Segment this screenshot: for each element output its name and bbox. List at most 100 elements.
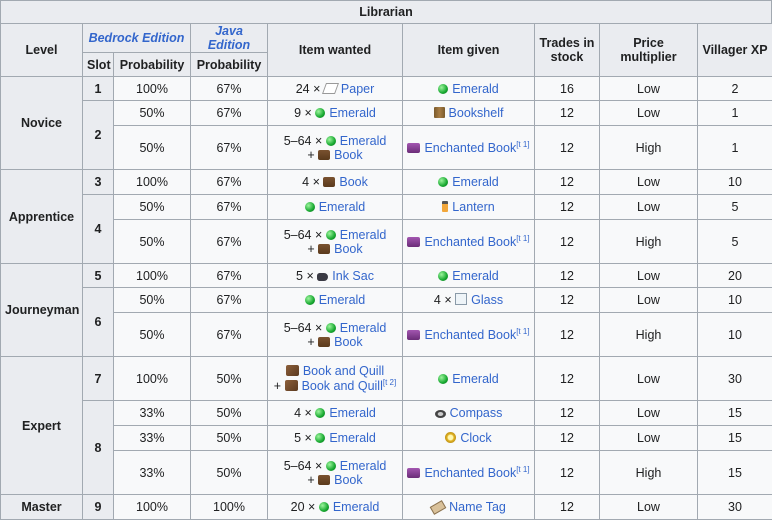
emerald-icon: [325, 322, 336, 333]
level-header: Level: [0, 23, 83, 77]
item-link[interactable]: Emerald: [452, 81, 499, 96]
java-edition-link[interactable]: Java Edition: [190, 23, 268, 53]
item-wanted-cell: Emerald: [267, 287, 403, 313]
item-link[interactable]: Book: [334, 334, 363, 349]
java-prob-cell: 67%: [190, 169, 268, 195]
price-cell: Low: [599, 263, 698, 288]
item-link[interactable]: Emerald: [339, 133, 387, 148]
item-link[interactable]: Emerald: [318, 200, 366, 214]
item-link[interactable]: Name Tag: [449, 500, 506, 514]
price-cell: Low: [599, 494, 698, 520]
bedrock-edition-link[interactable]: Bedrock Edition: [82, 23, 191, 53]
level-apprentice: Apprentice: [0, 169, 83, 264]
item-link[interactable]: Enchanted Book: [424, 141, 517, 156]
item-given-cell: Emerald: [402, 76, 535, 101]
table-row: 6 50% 67% Emerald 4 × Glass 12 Low 10: [1, 287, 772, 357]
item-wanted-cell: Book and Quill + Book and Quill[t 2]: [267, 356, 403, 401]
java-prob-cell: 50%: [190, 450, 268, 495]
price-cell: Low: [599, 425, 698, 451]
item-wanted-cell: 5 × Emerald: [267, 425, 403, 451]
item-link[interactable]: Bookshelf: [448, 106, 504, 120]
bedrock-prob-cell: 50%: [113, 219, 191, 264]
footnote-link[interactable]: [t 1]: [516, 139, 530, 149]
stock-cell: 12: [534, 400, 600, 426]
item-link[interactable]: Emerald: [339, 320, 387, 335]
stock-cell: 16: [534, 76, 600, 101]
item-link[interactable]: Book and Quill: [301, 379, 383, 394]
java-prob-cell: 67%: [190, 100, 268, 126]
level-journeyman: Journeyman: [0, 263, 83, 357]
stock-cell: 12: [534, 425, 600, 451]
xp-cell: 10: [697, 169, 772, 195]
price-cell: High: [599, 125, 698, 170]
item-link[interactable]: Book: [339, 175, 368, 189]
footnote-link[interactable]: [t 1]: [516, 326, 530, 336]
item-link[interactable]: Emerald: [332, 500, 380, 514]
table-row: 33% 50% 5–64 × Emerald + Book Enchanted B…: [1, 450, 772, 495]
price-cell: High: [599, 312, 698, 357]
table-row: 4 50% 67% Emerald Lantern 12 Low 5: [1, 194, 772, 264]
item-link[interactable]: Compass: [449, 406, 503, 420]
item-link[interactable]: Emerald: [339, 227, 387, 242]
stock-cell: 12: [534, 450, 600, 495]
item-link[interactable]: Emerald: [329, 106, 376, 120]
item-link[interactable]: Ink Sac: [332, 268, 374, 283]
java-prob-cell: 50%: [190, 356, 268, 401]
item-wanted-cell: 5–64 × Emerald + Book: [267, 450, 403, 495]
item-link[interactable]: Emerald: [318, 293, 366, 307]
java-prob-cell: 67%: [190, 312, 268, 357]
item-wanted-cell: 5–64 × Emerald + Book: [267, 219, 403, 264]
footnote-link[interactable]: [t 1]: [516, 233, 530, 243]
xp-cell: 10: [697, 312, 772, 357]
stock-cell: 12: [534, 494, 600, 520]
item-given-cell: Name Tag: [402, 494, 535, 520]
item-link[interactable]: Book: [334, 241, 363, 256]
item-given-cell: Enchanted Book[t 1]: [402, 219, 535, 264]
item-link[interactable]: Emerald: [329, 431, 376, 445]
footnote-link[interactable]: [t 2]: [382, 377, 397, 387]
item-link[interactable]: Emerald: [452, 175, 499, 189]
clock-icon: [445, 432, 457, 443]
stock-cell: 12: [534, 287, 600, 313]
item-link[interactable]: Enchanted Book: [424, 328, 517, 343]
item-link[interactable]: Enchanted Book: [424, 235, 517, 250]
item-link[interactable]: Emerald: [329, 406, 376, 420]
book-icon: [323, 177, 336, 187]
stock-cell: 12: [534, 356, 600, 401]
emerald-icon: [438, 177, 449, 187]
java-prob-cell: 50%: [190, 400, 268, 426]
footnote-link[interactable]: [t 1]: [516, 464, 530, 474]
item-link[interactable]: Emerald: [339, 458, 387, 473]
stock-cell: 12: [534, 312, 600, 357]
item-link[interactable]: Lantern: [452, 200, 495, 214]
xp-cell: 20: [697, 263, 772, 288]
xp-cell: 2: [697, 76, 772, 101]
item-link[interactable]: Enchanted Book: [424, 466, 517, 481]
enchanted-book-icon: [407, 237, 421, 248]
table-caption: Librarian: [0, 0, 772, 23]
item-link[interactable]: Emerald: [452, 371, 499, 386]
bedrock-prob-cell: 50%: [113, 287, 191, 313]
item-link[interactable]: Clock: [460, 431, 492, 445]
price-cell: Low: [599, 400, 698, 426]
item-link[interactable]: Book and Quill: [302, 363, 385, 378]
item-link[interactable]: Glass: [471, 293, 504, 307]
bedrock-prob-cell: 33%: [113, 425, 191, 451]
bedrock-prob-cell: 100%: [113, 356, 191, 401]
xp-cell: 30: [697, 494, 772, 520]
item-link[interactable]: Book: [334, 147, 363, 162]
item-link[interactable]: Paper: [340, 81, 375, 96]
stock-cell: 12: [534, 125, 600, 170]
price-multiplier-header: Price multiplier: [599, 23, 698, 77]
emerald-icon: [438, 83, 449, 94]
xp-cell: 10: [697, 287, 772, 313]
book-icon: [318, 336, 331, 347]
item-link[interactable]: Emerald: [452, 268, 499, 283]
ink-sac-icon: [317, 272, 329, 281]
book-and-quill-icon: [285, 364, 299, 376]
slot-cell: 6: [82, 287, 114, 357]
java-prob-cell: 67%: [190, 76, 268, 101]
slot-cell: 7: [82, 356, 114, 401]
item-link[interactable]: Book: [334, 472, 363, 487]
slot-cell: 5: [82, 263, 114, 288]
